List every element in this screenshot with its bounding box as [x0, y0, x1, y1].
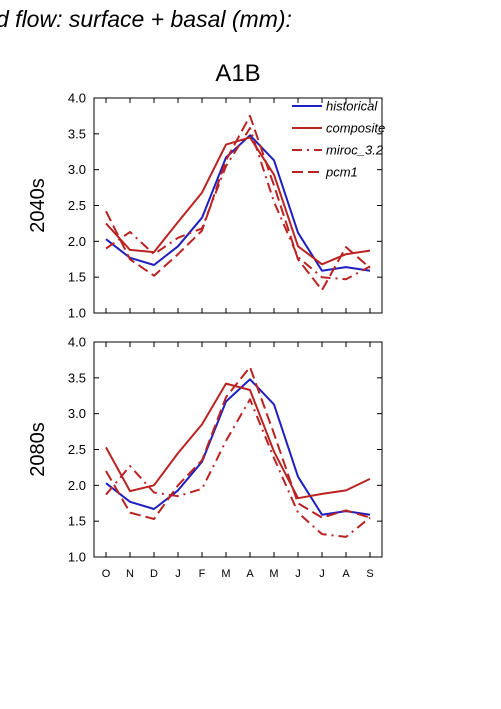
- x-tick-label: F: [199, 568, 206, 580]
- series-line-pcm1: [105, 366, 371, 520]
- x-tick-label: M: [269, 568, 278, 580]
- y-tick-label: 2.0: [68, 478, 86, 493]
- y-tick-label: 2.5: [68, 442, 86, 457]
- y-tick-label: 1.5: [68, 514, 86, 529]
- x-tick-label: A: [342, 568, 350, 580]
- y-tick-label: 4.0: [68, 91, 86, 106]
- series-line-miroc-3-2: [105, 127, 371, 281]
- legend-label-historical: historical: [326, 99, 378, 114]
- series-line-miroc-3-2: [105, 398, 371, 538]
- y-tick-label: 3.5: [68, 126, 86, 141]
- row-label-2040s: 2040s: [27, 178, 49, 233]
- legend-label-composite: composite: [326, 121, 385, 136]
- x-tick-label: N: [126, 568, 134, 580]
- x-tick-label: A: [246, 568, 254, 580]
- x-tick-label: O: [102, 568, 111, 580]
- x-tick-label: S: [366, 568, 373, 580]
- x-tick-label: J: [295, 568, 301, 580]
- y-tick-label: 1.0: [68, 550, 86, 565]
- figure-title: d flow: surface + basal (mm):: [0, 6, 292, 32]
- series-line-historical: [105, 378, 371, 516]
- y-tick-label: 1.0: [68, 306, 86, 321]
- x-tick-label: M: [221, 568, 230, 580]
- row-label-2080s: 2080s: [27, 422, 49, 477]
- y-tick-label: 2.0: [68, 234, 86, 249]
- series-line-composite: [105, 382, 371, 500]
- y-tick-label: 3.0: [68, 162, 86, 177]
- x-tick-label: J: [175, 568, 181, 580]
- panel-2080s: 1.0 1.5 2.0 2.5 3.0 3.5 4.0 O N D J F M A M J J A S 2080s: [27, 335, 383, 580]
- plot-frame: [93, 341, 383, 558]
- legend: historical composite miroc_3.2 pcm1: [292, 99, 385, 180]
- series-line-pcm1: [105, 114, 371, 292]
- y-tick-label: 3.5: [68, 370, 86, 385]
- y-tick-label: 3.0: [68, 406, 86, 421]
- panel-2040s: 1.0 1.5 2.0 2.5 3.0 3.5 4.0 2040s historical comp…: [27, 91, 385, 321]
- legend-label-miroc-3-2: miroc_3.2: [326, 143, 384, 158]
- series-line-composite: [105, 136, 371, 266]
- y-tick-label: 2.5: [68, 198, 86, 213]
- legend-label-pcm1: pcm1: [325, 165, 358, 180]
- x-tick-label: D: [150, 568, 158, 580]
- scenario-title: A1B: [215, 60, 260, 87]
- x-tick-label: J: [319, 568, 325, 580]
- y-tick-label: 4.0: [68, 335, 86, 350]
- panels: 1.0 1.5 2.0 2.5 3.0 3.5 4.0 2040s historical comp…: [27, 91, 385, 581]
- y-tick-label: 1.5: [68, 270, 86, 285]
